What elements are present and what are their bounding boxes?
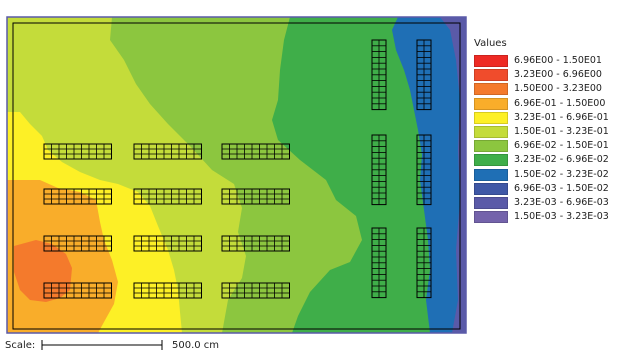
- fixture-grid: [416, 39, 432, 111]
- legend-swatch: [474, 97, 508, 110]
- legend-label: 3.23E-02 - 6.96E-02: [514, 154, 609, 166]
- room-boundary: [12, 22, 461, 330]
- fixture-grid: [221, 282, 290, 299]
- legend-title: Values: [474, 38, 507, 49]
- map-border: [6, 16, 467, 334]
- legend-label: 1.50E00 - 3.23E00: [514, 83, 602, 95]
- fixture-grid: [133, 235, 202, 252]
- fixture-grid: [43, 235, 112, 252]
- scale-bar: [41, 340, 163, 350]
- fixture-grid: [133, 188, 202, 205]
- fixture-grid: [43, 282, 112, 299]
- region-orange: [14, 240, 72, 302]
- fixture-grids: [43, 39, 432, 299]
- fixture-grid: [133, 143, 202, 160]
- contour-regions: [7, 17, 466, 333]
- legend-label: 6.96E-01 - 1.50E00: [514, 97, 606, 109]
- legend-swatch: [474, 55, 508, 67]
- fixture-grid: [43, 188, 112, 205]
- legend-label: 6.96E-02 - 1.50E-01: [514, 140, 609, 152]
- fixture-grid: [133, 282, 202, 299]
- fixture-grid: [371, 39, 387, 111]
- legend-label: 1.50E-03 - 3.23E-03: [514, 211, 609, 223]
- legend-swatch: [474, 111, 508, 124]
- legend-swatch: [474, 125, 508, 138]
- fixture-grid: [221, 235, 290, 252]
- fixture-grid: [416, 134, 432, 206]
- legend-swatch: [474, 140, 508, 153]
- fixture-grid: [221, 188, 290, 205]
- legend-label: 1.50E-01 - 3.23E-01: [514, 125, 609, 137]
- scale-value: 500.0 cm: [172, 340, 220, 351]
- fixture-grid: [371, 134, 387, 206]
- legend-label: 6.96E-03 - 1.50E-02: [514, 182, 609, 194]
- legend-swatch: [474, 182, 508, 195]
- fixture-grid: [43, 143, 112, 160]
- fixture-grid: [416, 227, 432, 299]
- legend-swatch: [474, 69, 508, 82]
- fixture-grid: [221, 143, 290, 160]
- legend-label: 6.96E00 - 1.50E01: [514, 55, 602, 66]
- legend-swatch: [474, 154, 508, 167]
- legend-label: 3.23E00 - 6.96E00: [514, 69, 602, 81]
- scale-label: Scale:: [5, 340, 36, 351]
- legend-swatch: [474, 196, 508, 209]
- legend-swatch: [474, 83, 508, 96]
- legend-swatch: [474, 168, 508, 181]
- legend-swatch: [474, 211, 508, 224]
- legend-label: 3.23E-03 - 6.96E-03: [514, 196, 609, 208]
- fixture-grid: [371, 227, 387, 299]
- legend-label: 1.50E-02 - 3.23E-02: [514, 168, 609, 180]
- legend-label: 3.23E-01 - 6.96E-01: [514, 111, 609, 123]
